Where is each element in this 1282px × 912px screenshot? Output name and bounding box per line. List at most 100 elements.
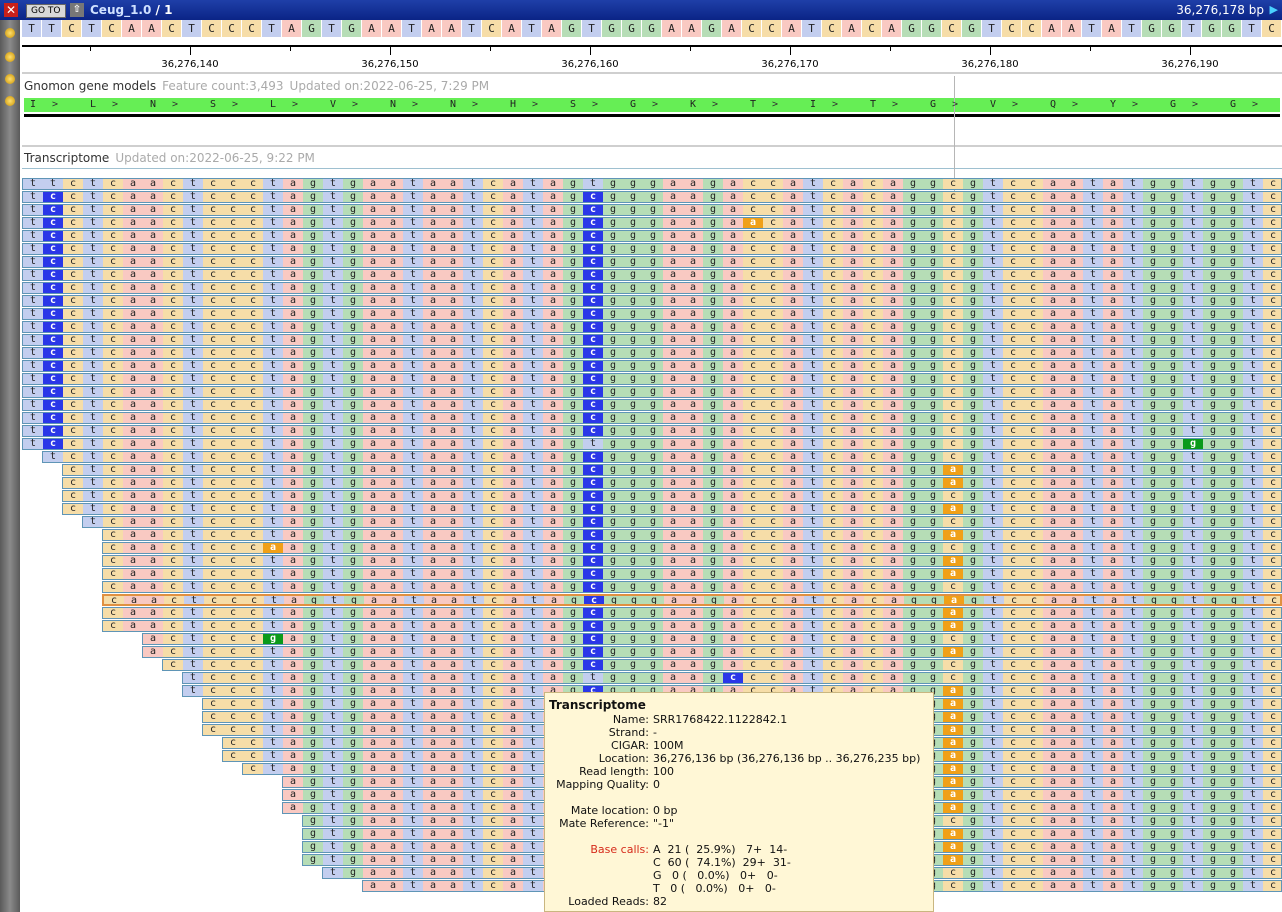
read-base: c — [1003, 257, 1023, 267]
read-base: t — [1123, 322, 1143, 332]
read-base: a — [143, 335, 163, 345]
sequence-name[interactable]: Ceug_1.0 — [90, 3, 151, 17]
read-base: a — [1063, 660, 1083, 670]
up-arrow-icon[interactable]: ⇧ — [70, 3, 84, 17]
read-base: c — [583, 452, 603, 462]
track-tool-icon[interactable] — [5, 28, 15, 38]
read-base: c — [103, 361, 123, 371]
read-base: g — [303, 712, 323, 722]
read-base: t — [583, 439, 603, 449]
reference-base: C — [1262, 20, 1281, 37]
read-base: c — [1003, 218, 1023, 228]
close-icon[interactable]: ✕ — [4, 3, 18, 17]
right-arrow-icon[interactable]: ▶ — [1270, 4, 1278, 16]
track-tool-icon[interactable] — [5, 96, 15, 106]
read-base: c — [1263, 257, 1281, 267]
read-base: t — [803, 283, 823, 293]
read-base: g — [1163, 244, 1183, 254]
read-base: c — [483, 335, 503, 345]
read-base: g — [623, 309, 643, 319]
read-base: a — [663, 257, 683, 267]
read-base: t — [1183, 179, 1203, 189]
goto-button[interactable]: GO TO — [26, 4, 66, 18]
read-base: a — [423, 231, 443, 241]
track-tool-icon[interactable] — [5, 74, 15, 84]
position-ruler[interactable]: 36,276,140 36,276,150 36,276,160 36,276,170… — [22, 40, 1282, 74]
read-base: c — [583, 270, 603, 280]
read-base: t — [403, 491, 423, 501]
tooltip-label: Mate location: — [571, 804, 649, 817]
gene-model-feature[interactable] — [24, 98, 1280, 112]
read-base: c — [223, 361, 243, 371]
read-base: g — [303, 738, 323, 748]
read-base: g — [343, 699, 363, 709]
transcriptome-track-header[interactable]: Transcriptome Updated on:2022-06-25, 9:22… — [24, 151, 315, 165]
read-base: a — [283, 673, 303, 683]
read-base: a — [444, 596, 464, 604]
read-base: a — [883, 413, 903, 423]
read-base: t — [803, 452, 823, 462]
read-base: a — [783, 465, 803, 475]
read-base: g — [963, 465, 983, 475]
read-base: c — [163, 192, 183, 202]
read-base: t — [803, 270, 823, 280]
read-base: t — [403, 231, 423, 241]
read-base: t — [803, 491, 823, 501]
read-base: t — [1083, 660, 1103, 670]
read-base: t — [1123, 296, 1143, 306]
gnomon-track-header[interactable]: Gnomon gene models Feature count:3,493 Upd… — [24, 79, 489, 93]
read-base: a — [883, 361, 903, 371]
read-base: t — [523, 738, 543, 748]
read-base: a — [683, 439, 703, 449]
read-base: a — [1043, 881, 1063, 891]
track-tool-icon[interactable] — [5, 52, 15, 62]
read-base: t — [1123, 283, 1143, 293]
read-base: g — [963, 283, 983, 293]
read-base: g — [904, 596, 924, 604]
read-base: t — [1183, 660, 1203, 670]
read-base: a — [1103, 881, 1123, 891]
